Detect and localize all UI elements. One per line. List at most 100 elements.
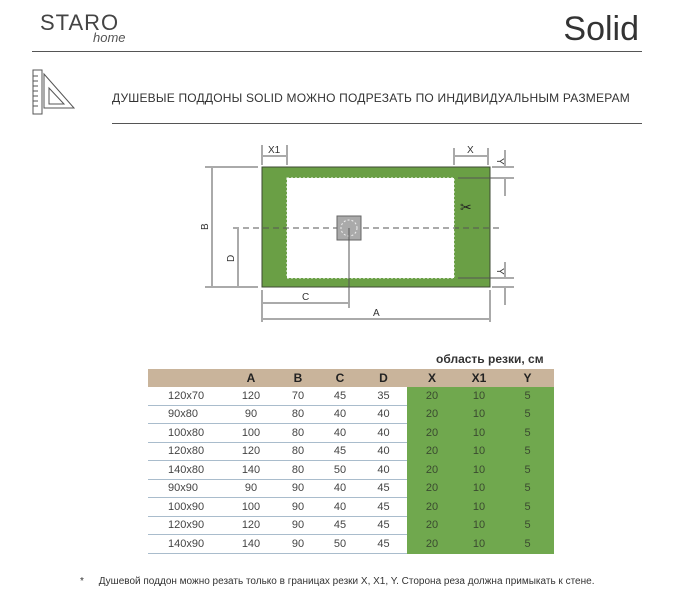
table-cell: 40 — [360, 442, 407, 461]
table-cell: 90 — [226, 479, 276, 498]
table-cell: 20 — [407, 442, 457, 461]
table-cell: 10 — [457, 460, 501, 480]
column-header: A — [226, 369, 276, 387]
table-cell: 140x90 — [148, 534, 226, 554]
divider — [112, 123, 642, 124]
table-cell: 90 — [276, 534, 320, 554]
table-cell: 5 — [501, 423, 554, 443]
footnote: * Душевой поддон можно резать только в г… — [80, 576, 594, 587]
table-cell: 50 — [320, 534, 360, 554]
table-cell: 5 — [501, 405, 554, 424]
label-a: A — [373, 308, 380, 319]
column-header: B — [276, 369, 320, 387]
table-cell: 20 — [407, 479, 457, 498]
table-row: 140x80 140 80 50 40 20 10 5 — [148, 460, 554, 480]
footnote-text: Душевой поддон можно резать только в гра… — [98, 576, 595, 587]
table-cell: 120x90 — [148, 516, 226, 535]
table-cell: 50 — [320, 460, 360, 480]
label-c: C — [302, 292, 309, 303]
table-row: 140x90 140 90 50 45 20 10 5 — [148, 534, 554, 554]
table-cell: 45 — [320, 516, 360, 535]
label-y-top: Y — [494, 158, 505, 165]
table-cell: 5 — [501, 442, 554, 461]
column-header: C — [320, 369, 360, 387]
table-row: 90x80 90 80 40 40 20 10 5 — [148, 405, 554, 424]
table-cell: 80 — [276, 423, 320, 443]
scissors-icon: ✂ — [460, 199, 472, 215]
table-cell: 10 — [457, 479, 501, 498]
table-cell: 40 — [320, 479, 360, 498]
table-cell: 140x80 — [148, 460, 226, 480]
column-header: X1 — [457, 369, 501, 387]
table-cell: 100x90 — [148, 497, 226, 517]
table-cell: 20 — [407, 516, 457, 535]
table-row: 120x90 120 90 45 45 20 10 5 — [148, 516, 554, 535]
table-cell: 5 — [501, 387, 554, 406]
table-cell: 90 — [276, 516, 320, 535]
table-cell: 20 — [407, 405, 457, 424]
footnote-star: * — [80, 576, 84, 587]
table-cell: 10 — [457, 534, 501, 554]
tray-diagram: ✂ X1 X Y Y B D C A — [200, 145, 514, 322]
label-x: X — [467, 145, 474, 156]
table-cell: 45 — [360, 516, 407, 535]
table-cell: 120x70 — [148, 387, 226, 406]
table-cell: 140 — [226, 534, 276, 554]
table-cell: 90x80 — [148, 405, 226, 424]
divider — [32, 51, 642, 52]
table-row: 90x90 90 90 40 45 20 10 5 — [148, 479, 554, 498]
column-header: D — [360, 369, 407, 387]
cut-area-caption: область резки, см — [436, 352, 544, 366]
table-cell: 45 — [360, 497, 407, 517]
table-row: 100x80 100 80 40 40 20 10 5 — [148, 423, 554, 443]
table-cell: 10 — [457, 405, 501, 424]
table-cell: 40 — [320, 423, 360, 443]
ruler-triangle-icon — [32, 69, 76, 115]
brand-title: Solid — [563, 10, 639, 48]
column-header — [148, 369, 226, 387]
table-cell: 70 — [276, 387, 320, 406]
table-cell: 45 — [360, 534, 407, 554]
table-cell: 100 — [226, 423, 276, 443]
table-row: 120x70 120 70 45 35 20 10 5 — [148, 387, 554, 406]
table-cell: 20 — [407, 460, 457, 480]
table-cell: 10 — [457, 442, 501, 461]
table-cell: 10 — [457, 516, 501, 535]
logo: STARO — [40, 10, 120, 35]
table-header: A B C D X X1 Y — [148, 369, 554, 387]
table-cell: 20 — [407, 534, 457, 554]
label-d: D — [226, 255, 237, 262]
size-table: A B C D X X1 Y 120x70 120 70 45 35 20 10 5 90x80 90 80 40… — [148, 369, 554, 554]
table-cell: 100x80 — [148, 423, 226, 443]
table-cell: 90x90 — [148, 479, 226, 498]
table-cell: 40 — [360, 423, 407, 443]
table-cell: 80 — [276, 405, 320, 424]
table-cell: 120 — [226, 442, 276, 461]
table-cell: 80 — [276, 460, 320, 480]
table-cell: 5 — [501, 516, 554, 535]
table-cell: 35 — [360, 387, 407, 406]
table-cell: 40 — [320, 497, 360, 517]
table-cell: 45 — [360, 479, 407, 498]
table-row: 120x80 120 80 45 40 20 10 5 — [148, 442, 554, 461]
column-header: X — [407, 369, 457, 387]
table-cell: 5 — [501, 479, 554, 498]
column-header: Y — [501, 369, 554, 387]
table-cell: 120x80 — [148, 442, 226, 461]
logo-sub: home — [93, 30, 126, 45]
label-y-bottom: Y — [494, 268, 505, 275]
table-cell: 100 — [226, 497, 276, 517]
table-cell: 5 — [501, 497, 554, 517]
table-cell: 20 — [407, 423, 457, 443]
table-cell: 90 — [276, 497, 320, 517]
table-cell: 120 — [226, 516, 276, 535]
label-b: B — [200, 223, 211, 230]
table-cell: 90 — [276, 479, 320, 498]
table-cell: 90 — [226, 405, 276, 424]
table-cell: 20 — [407, 387, 457, 406]
table-cell: 40 — [360, 405, 407, 424]
table-cell: 20 — [407, 497, 457, 517]
table-row: 100x90 100 90 40 45 20 10 5 — [148, 497, 554, 517]
table-cell: 10 — [457, 497, 501, 517]
